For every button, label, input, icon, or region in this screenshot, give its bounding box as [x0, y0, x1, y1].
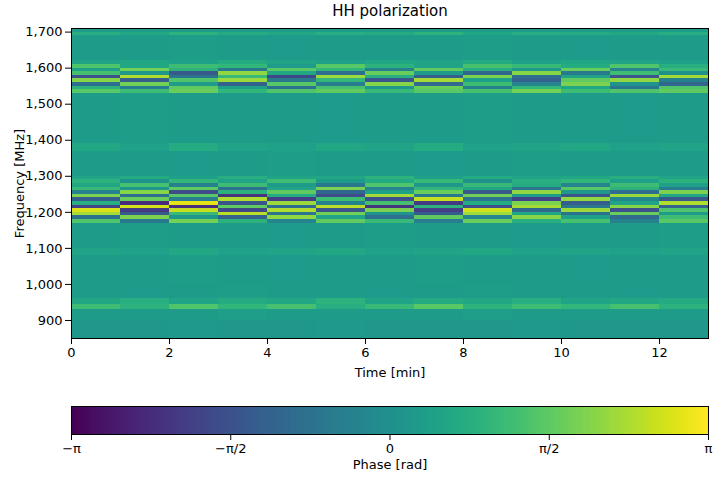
svg-text:−π/2: −π/2 — [215, 441, 246, 456]
svg-text:Frequency [MHz]: Frequency [MHz] — [12, 129, 27, 238]
svg-text:8: 8 — [459, 345, 467, 360]
svg-text:0: 0 — [67, 345, 75, 360]
svg-text:1,400: 1,400 — [25, 132, 62, 147]
svg-text:1,500: 1,500 — [25, 96, 62, 111]
svg-text:1,600: 1,600 — [25, 60, 62, 75]
svg-text:10: 10 — [553, 345, 570, 360]
svg-text:−π: −π — [62, 441, 81, 456]
svg-text:12: 12 — [651, 345, 668, 360]
svg-text:1,000: 1,000 — [25, 277, 62, 292]
svg-text:2: 2 — [165, 345, 173, 360]
svg-text:4: 4 — [263, 345, 271, 360]
svg-text:6: 6 — [361, 345, 369, 360]
html-text:HH polarization: HH polarization — [332, 2, 448, 20]
svg-text:1,300: 1,300 — [25, 168, 62, 183]
svg-text:1,200: 1,200 — [25, 204, 62, 219]
svg-text:π: π — [705, 441, 713, 456]
svg-text:0: 0 — [386, 441, 394, 456]
svg-text:Phase [rad]: Phase [rad] — [353, 457, 428, 472]
svg-text:Time [min]: Time [min] — [354, 365, 426, 380]
svg-text:1,700: 1,700 — [25, 24, 62, 39]
svg-text:900: 900 — [38, 313, 63, 328]
svg-text:π/2: π/2 — [539, 441, 559, 456]
svg-text:1,100: 1,100 — [25, 241, 62, 256]
